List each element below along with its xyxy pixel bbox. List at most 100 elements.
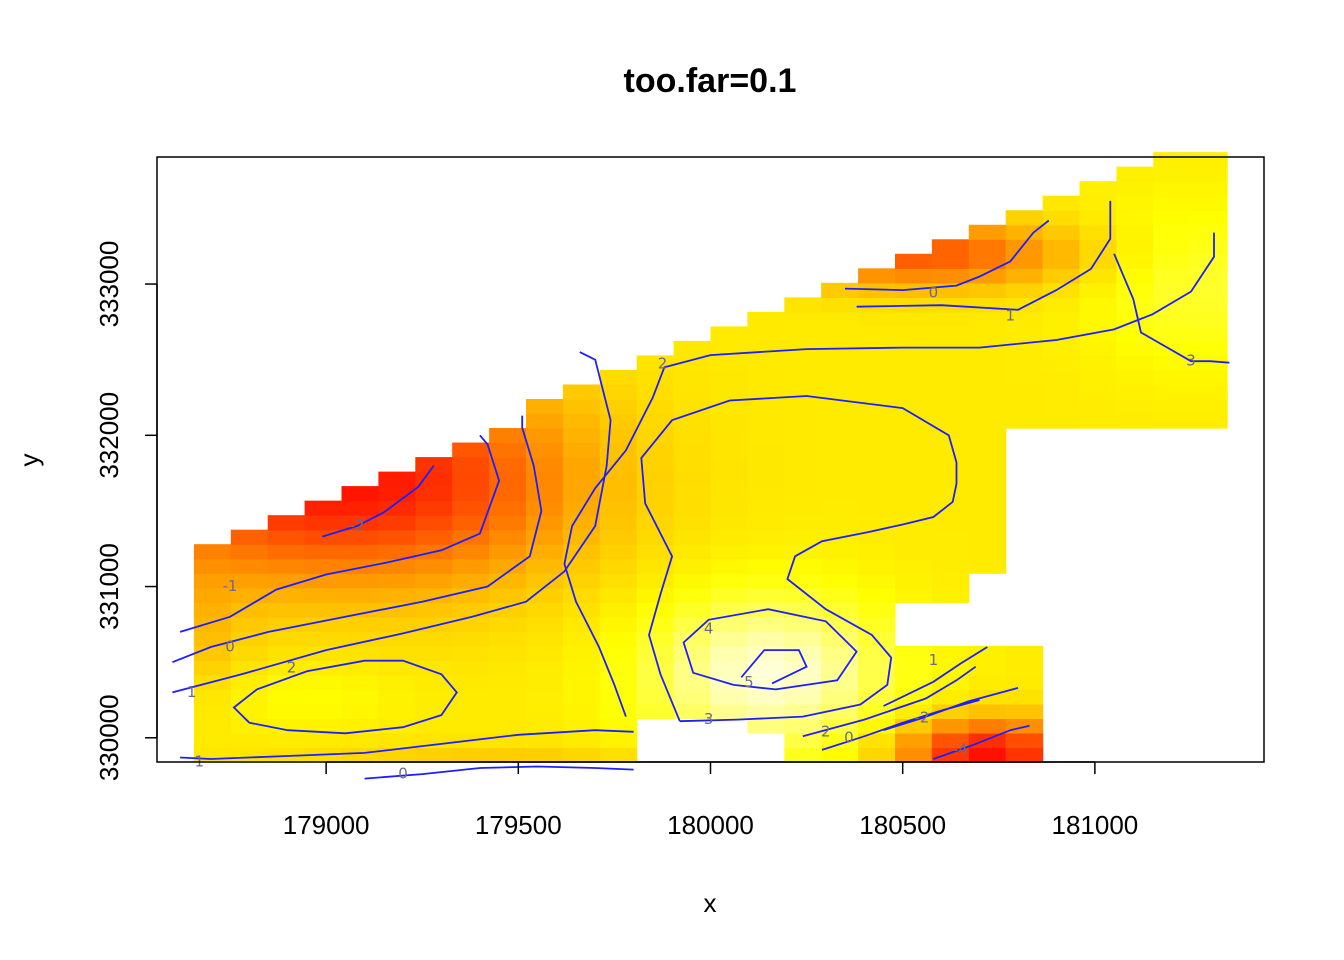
heat-cell: [304, 558, 343, 574]
heat-cell: [747, 718, 785, 734]
heat-cell: [1005, 674, 1044, 690]
heat-cell: [968, 253, 1007, 269]
heat-cell: [710, 355, 748, 371]
heat-cell: [1153, 369, 1191, 386]
heat-cell: [747, 340, 785, 357]
heat-cell: [452, 602, 490, 618]
heat-cell: [1005, 210, 1044, 226]
heat-cell: [378, 486, 416, 502]
contour-label: 3: [1186, 352, 1196, 370]
heat-cell: [1042, 253, 1081, 269]
heat-cell: [636, 558, 675, 574]
heat-cell: [710, 573, 748, 589]
heat-cell: [267, 515, 306, 531]
heat-cell: [415, 689, 453, 705]
heat-cell: [931, 413, 970, 429]
heat-cell: [968, 718, 1007, 734]
heat-cell: [562, 631, 601, 647]
heat-cell: [562, 573, 601, 589]
heat-cell: [599, 602, 638, 618]
heat-cell: [1116, 369, 1154, 386]
heat-cell: [673, 413, 712, 429]
heat-cell: [1005, 399, 1044, 415]
heat-cell: [636, 486, 675, 502]
heat-cell: [1005, 732, 1044, 749]
heat-cell: [1005, 369, 1044, 386]
heat-cell: [673, 573, 712, 589]
heat-cell: [562, 500, 601, 516]
heat-cell: [1116, 224, 1154, 240]
heat-cell: [931, 544, 970, 560]
heat-cell: [304, 718, 343, 734]
heat-cell: [1190, 311, 1228, 327]
heat-cell: [968, 703, 1007, 720]
contour-line: [172, 415, 543, 664]
heat-cell: [895, 486, 933, 502]
heat-cell: [1079, 282, 1117, 298]
heat-cell: [526, 486, 564, 502]
heat-cell: [1153, 253, 1191, 269]
heat-cell: [378, 732, 416, 749]
heat-cell: [710, 515, 748, 531]
contour-line: [883, 687, 1019, 732]
heat-cell: [230, 544, 269, 560]
heat-cell: [526, 718, 564, 734]
heat-cell: [378, 602, 416, 618]
heat-cell: [452, 616, 490, 632]
heat-cell: [599, 631, 638, 647]
heat-cell: [636, 573, 675, 589]
heat-cell: [267, 616, 306, 632]
heat-cell: [378, 529, 416, 545]
heat-cell: [821, 500, 859, 516]
heat-cell: [599, 399, 638, 415]
heat-cell: [1116, 384, 1154, 400]
heat-cell: [821, 355, 859, 371]
heat-cell: [230, 602, 269, 618]
heat-cell: [821, 369, 859, 386]
heat-cell: [673, 340, 712, 357]
heat-cell: [562, 689, 601, 705]
heat-cell: [378, 660, 416, 676]
y-tick-label: 333000: [94, 241, 124, 328]
heat-cell: [378, 500, 416, 516]
heat-cell: [1116, 311, 1154, 327]
heat-cell: [747, 703, 785, 720]
heat-cell: [710, 413, 748, 429]
contour-label: -2: [914, 709, 929, 727]
heat-cell: [747, 529, 785, 545]
heat-cell: [784, 413, 822, 429]
heat-cell: [931, 239, 970, 255]
heat-cell: [1153, 152, 1191, 168]
heat-cell: [526, 500, 564, 516]
heat-cell: [858, 355, 896, 371]
heat-cell: [968, 340, 1007, 357]
heat-cell: [230, 616, 269, 632]
heat-cell: [1079, 399, 1117, 415]
heat-cell: [1190, 369, 1228, 386]
heat-cell: [710, 457, 748, 473]
heat-cell: [489, 544, 527, 560]
contour-label: 2: [287, 659, 297, 677]
heat-cell: [489, 471, 527, 487]
heat-cell: [821, 399, 859, 415]
heat-cell: [1042, 413, 1081, 429]
heat-cell: [526, 616, 564, 632]
heat-cell: [489, 616, 527, 632]
heat-cell: [562, 384, 601, 400]
heat-cell: [1116, 239, 1154, 255]
heat-cell: [895, 399, 933, 415]
heat-cell: [931, 326, 970, 342]
heat-cell: [1079, 224, 1117, 240]
heat-cell: [747, 674, 785, 690]
contour-line: [640, 395, 958, 723]
heat-cell: [710, 471, 748, 487]
heat-cell: [1153, 311, 1191, 327]
heat-cell: [341, 703, 379, 720]
heat-cell: [526, 689, 564, 705]
heat-cell: [931, 442, 970, 458]
heat-cell: [858, 660, 896, 676]
heat-cell: [599, 500, 638, 516]
heat-cell: [710, 689, 748, 705]
heat-cell: [747, 326, 785, 342]
